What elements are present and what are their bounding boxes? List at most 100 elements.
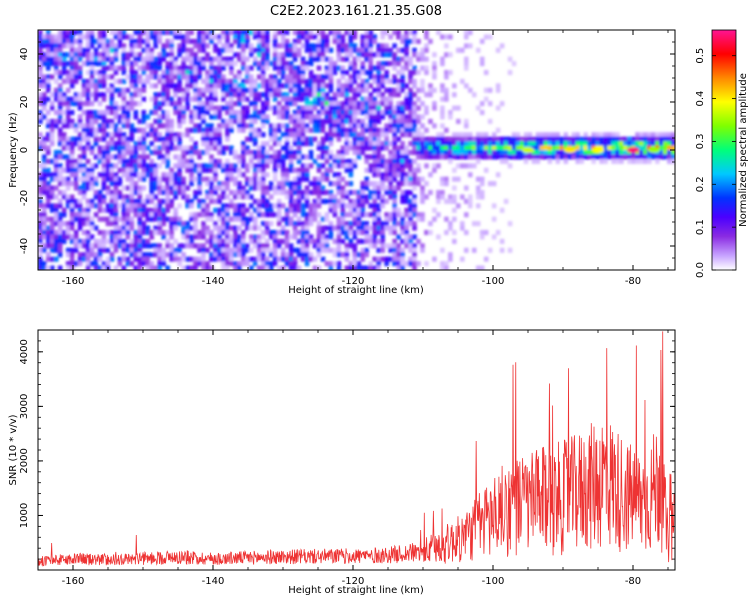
heatmap-cell xyxy=(181,190,186,196)
heatmap-cell xyxy=(284,114,290,120)
heatmap-cell xyxy=(185,87,190,93)
heatmap-cell xyxy=(205,265,210,270)
heatmap-cell xyxy=(38,96,43,102)
heatmap-cell xyxy=(193,243,198,249)
heatmap-cell xyxy=(177,132,182,138)
heatmap-cell xyxy=(535,150,541,156)
heatmap-cell xyxy=(436,194,441,200)
heatmap-cell xyxy=(376,181,381,187)
heatmap-cell xyxy=(420,141,425,147)
heatmap-cell xyxy=(181,87,186,93)
heatmap-cell xyxy=(225,105,230,111)
heatmap-cell xyxy=(388,230,393,236)
heatmap-cell xyxy=(225,167,230,173)
heatmap-cell xyxy=(332,38,338,44)
heatmap-cell xyxy=(475,203,481,209)
heatmap-cell xyxy=(57,101,63,107)
heatmap-cell xyxy=(416,150,421,156)
heatmap-cell xyxy=(444,92,449,98)
heatmap-cell xyxy=(113,56,119,62)
heatmap-cell xyxy=(241,65,246,71)
heatmap-cell xyxy=(340,38,346,44)
heatmap-cell xyxy=(396,163,401,169)
heatmap-cell xyxy=(209,132,214,138)
heatmap-cell xyxy=(113,141,119,147)
heatmap-cell xyxy=(38,141,43,147)
heatmap-cell xyxy=(360,247,366,253)
heatmap-cell xyxy=(89,127,95,133)
heatmap-cell xyxy=(555,154,561,160)
heatmap-cell xyxy=(579,158,585,164)
heatmap-cell xyxy=(396,167,401,173)
heatmap-cell xyxy=(396,30,401,36)
heatmap-cell xyxy=(221,118,226,124)
heatmap-cell xyxy=(85,83,91,89)
heatmap-cell xyxy=(384,132,389,138)
heatmap-cell xyxy=(320,176,326,182)
heatmap-cell xyxy=(125,185,131,191)
heatmap-cell xyxy=(328,207,334,213)
heatmap-cell xyxy=(428,136,433,142)
heatmap-cell xyxy=(448,154,453,160)
heatmap-cell xyxy=(352,141,358,147)
heatmap-cell xyxy=(392,30,397,36)
heatmap-cell xyxy=(300,203,306,209)
heatmap-cell xyxy=(420,114,425,120)
heatmap-cell xyxy=(352,158,358,164)
heatmap-cell xyxy=(288,163,294,169)
heatmap-cell xyxy=(328,198,334,204)
heatmap-cell xyxy=(225,261,230,267)
heatmap-cell xyxy=(515,141,521,147)
heatmap-cell xyxy=(252,132,258,138)
heatmap-cell xyxy=(38,56,43,62)
colorbar-tick-label: 0.3 xyxy=(695,133,706,149)
heatmap-cell xyxy=(121,92,127,98)
heatmap-cell xyxy=(189,225,194,231)
heatmap-cell xyxy=(328,127,334,133)
heatmap-cell xyxy=(117,114,123,120)
heatmap-cell xyxy=(376,141,381,147)
heatmap-cell xyxy=(499,101,505,107)
heatmap-cell xyxy=(483,136,489,142)
heatmap-cell xyxy=(117,87,123,93)
heatmap-cell xyxy=(137,216,143,222)
heatmap-cell xyxy=(491,154,497,160)
heatmap-cell xyxy=(225,132,230,138)
heatmap-cell xyxy=(69,167,75,173)
heatmap-cell xyxy=(460,150,465,156)
heatmap-cell xyxy=(304,261,310,267)
heatmap-cell xyxy=(495,230,501,236)
heatmap-cell xyxy=(209,127,214,133)
heatmap-cell xyxy=(117,78,123,84)
heatmap-cell xyxy=(380,92,385,98)
heatmap-cell xyxy=(225,243,230,249)
heatmap-cell xyxy=(109,101,115,107)
heatmap-cell xyxy=(400,145,405,151)
heatmap-cell xyxy=(237,43,242,49)
heatmap-cell xyxy=(388,118,393,124)
heatmap-cell xyxy=(129,252,135,258)
heatmap-cell xyxy=(41,216,47,222)
heatmap-cell xyxy=(89,243,95,249)
heatmap-cell xyxy=(177,52,182,58)
heatmap-cell xyxy=(316,167,322,173)
heatmap-cell xyxy=(38,238,43,244)
heatmap-cell xyxy=(241,154,246,160)
heatmap-cell xyxy=(304,30,310,36)
heatmap-cell xyxy=(432,101,437,107)
heatmap-cell xyxy=(173,154,178,160)
heatmap-cell xyxy=(475,105,481,111)
heatmap-cell xyxy=(348,110,354,116)
heatmap-cell xyxy=(169,47,174,53)
heatmap-cell xyxy=(332,207,338,213)
heatmap-cell xyxy=(372,96,378,102)
heatmap-cell xyxy=(380,30,385,36)
heatmap-cell xyxy=(340,230,346,236)
heatmap-cell xyxy=(225,234,230,240)
heatmap-cell xyxy=(320,163,326,169)
heatmap-cell xyxy=(368,110,374,116)
heatmap-cell xyxy=(97,123,103,129)
heatmap-cell xyxy=(217,234,222,240)
heatmap-cell xyxy=(237,74,242,80)
heatmap-cell xyxy=(312,105,318,111)
